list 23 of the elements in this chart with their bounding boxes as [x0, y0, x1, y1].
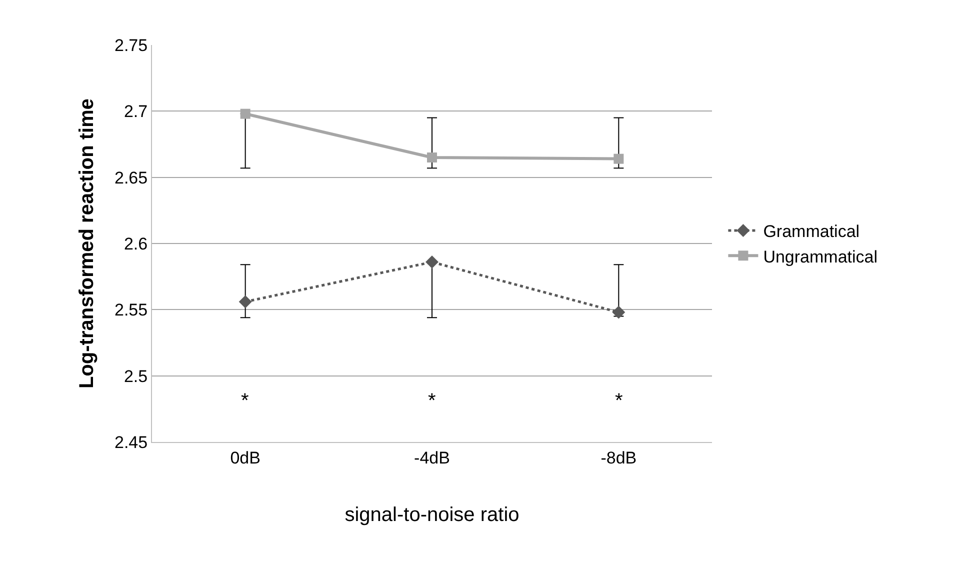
point [427, 152, 437, 162]
legend-label: Ungrammatical [763, 247, 878, 266]
point [238, 295, 252, 308]
y-tick-label: 2.7 [124, 102, 148, 122]
point [614, 154, 624, 164]
point [612, 306, 626, 319]
x-tick-label: 0dB [230, 448, 260, 468]
annotation: * [241, 390, 249, 412]
x-tick-label: -8dB [600, 448, 637, 468]
point [426, 256, 438, 269]
y-axis-title: Log-transformed reaction time [76, 98, 98, 389]
annotation: * [615, 390, 623, 412]
legend-label: Grammatical [763, 222, 860, 242]
y-tick-label: 2.6 [124, 234, 148, 254]
annotation: * [428, 390, 436, 412]
y-tick-label: 2.75 [114, 36, 148, 55]
y-tick-label: 2.55 [114, 300, 148, 320]
x-tick-label: -4dB [414, 448, 450, 468]
y-tick-label: 2.45 [114, 432, 148, 452]
y-tick-label: 2.65 [114, 168, 148, 188]
x-axis-title: signal-to-noise ratio [344, 504, 520, 526]
y-tick-label: 2.5 [124, 366, 148, 386]
point [240, 108, 250, 119]
